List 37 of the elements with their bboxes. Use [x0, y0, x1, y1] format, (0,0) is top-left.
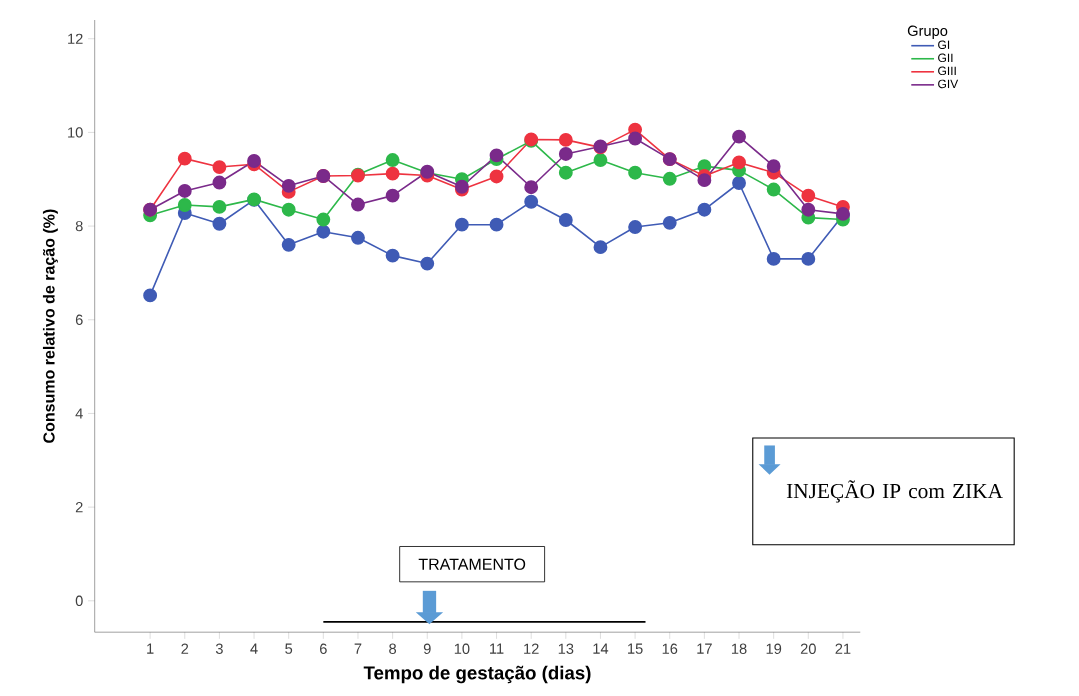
x-tick-label: 6: [320, 643, 327, 654]
x-tick-label: 21: [835, 643, 851, 654]
x-tick-label: 14: [593, 643, 609, 654]
x-tick-label: 4: [250, 643, 258, 654]
y-axis-title: Consumo relativo de ração (%): [42, 209, 58, 443]
x-tick-label: 3: [215, 643, 223, 654]
legend-label: GIII: [938, 66, 956, 76]
legend-label: GI: [938, 40, 950, 49]
x-tick-label: 8: [389, 643, 397, 654]
x-tick-label: 10: [454, 643, 470, 654]
x-tick-label: 7: [354, 643, 362, 654]
legend-label: GII: [938, 53, 953, 62]
annotation: TRATAMENTO: [418, 558, 526, 570]
x-tick-label: 13: [558, 643, 574, 654]
x-tick-label: 17: [697, 643, 712, 654]
annotation: INJEÇÃO IP com ZIKA: [786, 480, 1003, 503]
x-tick-label: 9: [423, 643, 431, 654]
y-tick-label: 10: [68, 127, 83, 138]
x-tick-label: 1: [147, 643, 154, 654]
x-tick-label: 2: [181, 643, 189, 654]
y-tick-label: 12: [68, 33, 83, 44]
x-tick-label: 18: [731, 643, 747, 654]
x-tick-label: 19: [766, 643, 782, 654]
x-tick-label: 16: [662, 643, 678, 654]
x-tick-label: 15: [628, 643, 643, 654]
y-tick-label: 8: [75, 220, 83, 232]
x-tick-label: 20: [800, 643, 816, 654]
x-tick-label: 5: [285, 643, 293, 654]
legend-title: Grupo: [907, 25, 948, 39]
y-tick-label: 2: [75, 501, 83, 513]
y-tick-label: 6: [75, 314, 83, 325]
y-tick-label: 0: [75, 595, 83, 606]
x-tick-label: 11: [490, 643, 504, 654]
x-axis-title: Tempo de gestação (dias): [363, 665, 591, 684]
legend-label: GIV: [938, 79, 959, 89]
y-tick-label: 4: [75, 408, 83, 419]
x-tick-label: 12: [524, 643, 539, 654]
